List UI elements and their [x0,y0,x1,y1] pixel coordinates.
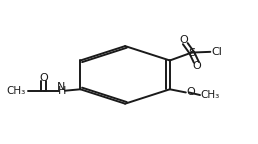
Text: H: H [58,86,66,96]
Text: O: O [192,60,201,71]
Text: O: O [39,73,48,83]
Text: S: S [188,48,195,58]
Text: N: N [57,82,65,92]
Text: O: O [186,87,195,97]
Text: Cl: Cl [211,47,222,57]
Text: CH₃: CH₃ [201,90,220,100]
Text: O: O [180,35,188,46]
Text: CH₃: CH₃ [6,86,26,96]
